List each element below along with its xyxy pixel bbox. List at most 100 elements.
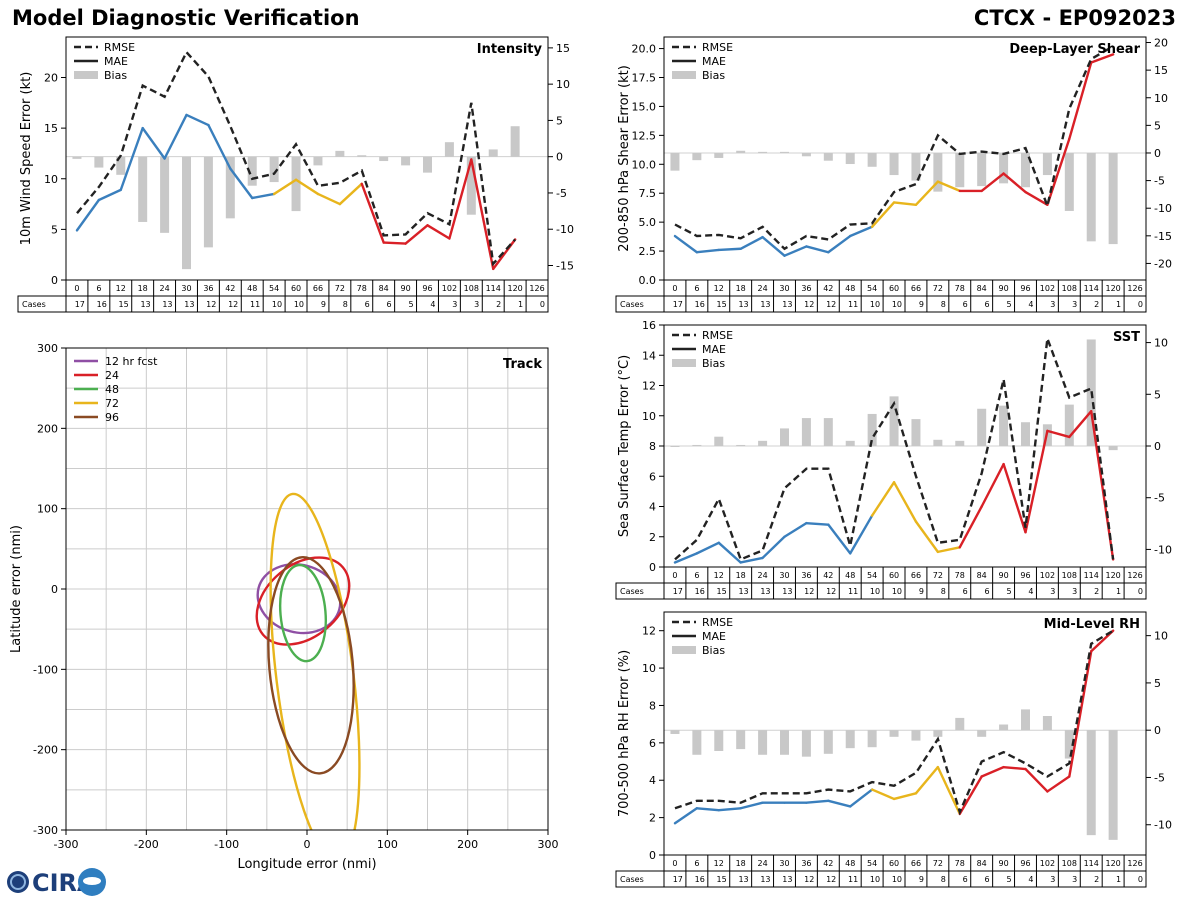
y2-tick-label: -10 xyxy=(556,223,574,236)
y2-tick-label: -5 xyxy=(1154,492,1165,505)
error-ellipse xyxy=(269,492,361,830)
case-count: 0 xyxy=(1138,300,1143,309)
case-count: 13 xyxy=(760,300,770,309)
y-tick-label: 2 xyxy=(649,531,656,544)
mae-segment xyxy=(1024,190,1049,206)
mae-segment xyxy=(827,234,852,254)
mae-segment xyxy=(1002,765,1027,771)
hour-label: 126 xyxy=(1127,859,1142,868)
case-count: 6 xyxy=(365,300,370,309)
mae-segment xyxy=(870,788,896,801)
mae-segment xyxy=(717,807,742,812)
mae-segment xyxy=(338,182,363,206)
hour-label: 114 xyxy=(1084,284,1099,293)
mae-segment xyxy=(695,541,720,555)
hour-label: 66 xyxy=(911,284,921,293)
bias-bar xyxy=(736,730,746,750)
bias-bar xyxy=(692,152,702,161)
legend-rmse-label: RMSE xyxy=(702,329,733,342)
x-tick-label: 100 xyxy=(377,838,398,851)
track-chart: -300-300 -200 -200 -100 -100 0 0 100 100 200 200 30… xyxy=(9,342,559,872)
hour-label: 12 xyxy=(714,284,724,293)
y2-tick-label: 20 xyxy=(1154,37,1168,50)
bias-bar xyxy=(823,418,833,446)
hour-label: 36 xyxy=(801,859,811,868)
panel-title: Deep-Layer Shear xyxy=(1009,42,1140,57)
legend-mae-label: MAE xyxy=(702,343,726,356)
hour-label: 54 xyxy=(269,284,279,293)
mae-segment xyxy=(936,546,961,554)
bias-bar xyxy=(379,156,389,162)
bias-bar xyxy=(977,408,987,446)
y-tick-label: 4 xyxy=(649,774,656,787)
hour-label: 72 xyxy=(933,284,943,293)
y-tick-label: 0.0 xyxy=(639,274,657,287)
bias-bar xyxy=(911,152,921,181)
hour-label: 108 xyxy=(1062,284,1077,293)
case-count: 13 xyxy=(782,875,792,884)
cases-label: Cases xyxy=(620,875,644,884)
hour-label: 120 xyxy=(1105,859,1120,868)
y-tick-label: 0 xyxy=(649,561,656,574)
mae-segment xyxy=(695,248,720,254)
case-count: 4 xyxy=(430,300,435,309)
y2-tick-label: 0 xyxy=(1154,147,1161,160)
case-count: 13 xyxy=(738,875,748,884)
hour-label: 102 xyxy=(442,284,457,293)
mae-segment xyxy=(849,788,874,808)
rmse-line xyxy=(76,50,516,267)
case-count: 6 xyxy=(963,587,968,596)
case-count: 6 xyxy=(963,875,968,884)
case-count: 5 xyxy=(408,300,413,309)
hour-label: 36 xyxy=(801,571,811,580)
case-count: 6 xyxy=(387,300,392,309)
hour-label: 90 xyxy=(998,859,1008,868)
panel-title: Track xyxy=(503,357,542,372)
cases-label: Cases xyxy=(22,300,46,309)
mae-segment xyxy=(251,192,276,200)
mae-segment xyxy=(1002,462,1027,534)
bias-bar xyxy=(736,444,746,446)
case-count: 11 xyxy=(848,587,858,596)
bias-bar xyxy=(714,152,724,158)
hour-label: 30 xyxy=(181,284,191,293)
case-count: 1 xyxy=(1116,300,1121,309)
case-count: 1 xyxy=(1116,587,1121,596)
legend-label: 48 xyxy=(105,383,119,396)
bias-bar xyxy=(889,396,899,446)
mae-segment xyxy=(163,113,188,160)
case-count: 12 xyxy=(804,587,814,596)
case-count: 15 xyxy=(717,875,727,884)
mae-segment xyxy=(404,224,429,245)
bias-bar xyxy=(977,730,987,737)
y-tick-label: 0 xyxy=(649,849,656,862)
bias-bar xyxy=(714,730,724,751)
hour-label: 12 xyxy=(714,859,724,868)
mae-segment xyxy=(75,198,101,232)
hour-label: 120 xyxy=(507,284,522,293)
bias-bar xyxy=(714,436,724,446)
case-count: 3 xyxy=(1072,587,1077,596)
bias-bar xyxy=(977,152,987,187)
cira-logo: CIRA xyxy=(7,868,106,897)
case-count: 3 xyxy=(1072,875,1077,884)
bias-bar xyxy=(1064,404,1074,446)
hour-label: 96 xyxy=(1020,571,1030,580)
mae-segment xyxy=(492,238,517,271)
case-count: 13 xyxy=(140,300,150,309)
hour-label: 84 xyxy=(379,284,389,293)
y-tick-label: 4 xyxy=(649,501,656,514)
case-count: 12 xyxy=(826,300,836,309)
case-count: 5 xyxy=(1006,587,1011,596)
y-tick-label: 16 xyxy=(642,319,656,332)
hour-label: 126 xyxy=(1127,571,1142,580)
bias-bar xyxy=(758,151,768,153)
y2-tick-label: -15 xyxy=(1154,230,1172,243)
mae-segment xyxy=(805,799,830,804)
hour-label: 72 xyxy=(933,571,943,580)
mae-segment xyxy=(849,225,874,238)
mae-segment xyxy=(914,765,940,795)
cases-row xyxy=(615,870,1147,888)
hour-label: 108 xyxy=(1062,571,1077,580)
